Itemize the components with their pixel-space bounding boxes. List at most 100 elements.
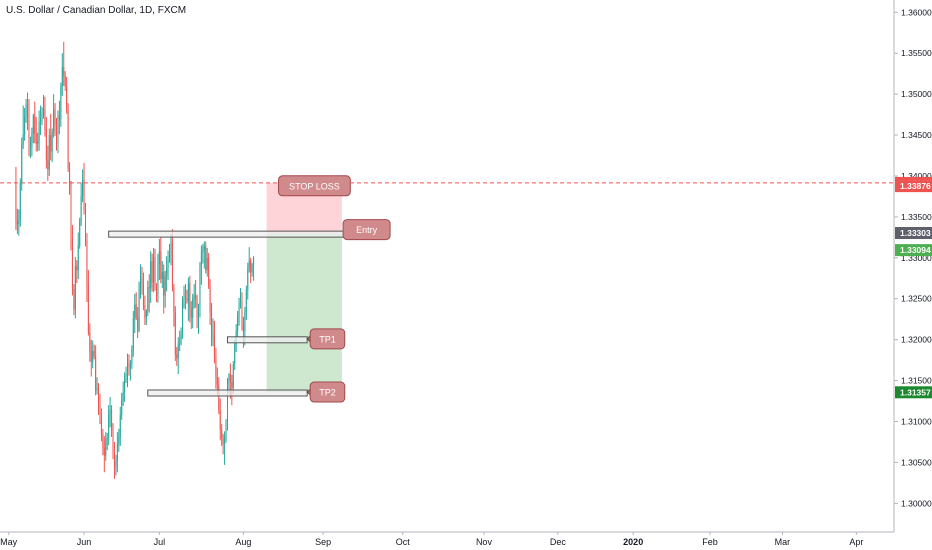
candle — [102, 428, 104, 456]
entry-box — [108, 230, 349, 238]
candle-body — [216, 377, 218, 385]
candle-body — [29, 147, 31, 149]
candle-body — [202, 249, 204, 253]
candle — [193, 284, 195, 309]
candle — [105, 432, 107, 461]
time-tick-label: Aug — [235, 537, 251, 547]
candle — [47, 145, 49, 181]
candle-body — [124, 379, 126, 393]
candle — [116, 432, 118, 473]
time-tick-label: Sep — [315, 537, 331, 547]
label-box — [309, 328, 346, 350]
time-tick-label: Nov — [476, 537, 493, 547]
candle-body — [205, 246, 207, 271]
candle — [200, 245, 202, 285]
candle — [86, 233, 88, 303]
candle-body — [145, 311, 147, 318]
candle-body — [180, 334, 182, 342]
time-tick-label: Dec — [550, 537, 567, 547]
time-tick-label: Oct — [396, 537, 411, 547]
candle — [151, 253, 153, 292]
take-profit-zone — [266, 233, 342, 393]
candle — [98, 383, 100, 415]
candle — [232, 360, 234, 394]
candle-body — [206, 257, 208, 271]
candle — [82, 169, 84, 203]
candle-body — [134, 304, 136, 319]
label-text: STOP LOSS — [289, 181, 340, 191]
candle — [170, 234, 172, 266]
candle — [169, 243, 171, 263]
candle-body — [47, 160, 49, 170]
price-tick-label: 1.36000 — [901, 7, 932, 17]
candle — [76, 260, 78, 284]
candle — [27, 92, 29, 131]
candle-body — [166, 268, 168, 276]
candle — [221, 423, 223, 447]
candle — [177, 337, 179, 375]
candle-body — [121, 400, 123, 415]
candle-body — [58, 115, 60, 120]
candle-body — [229, 374, 231, 382]
time-tick-label: 2020 — [623, 537, 643, 547]
candle-body — [45, 128, 47, 161]
candle-body — [50, 135, 52, 152]
price-tick-label: 1.34500 — [901, 130, 932, 140]
candle — [96, 377, 98, 395]
candle-body — [90, 351, 92, 362]
candle-body — [127, 363, 129, 375]
boxes-layer — [108, 230, 349, 397]
candle — [199, 261, 201, 318]
candle — [19, 178, 21, 227]
candle-body — [160, 251, 162, 280]
candle-body — [41, 115, 43, 119]
candle-body — [86, 240, 88, 285]
candle-body — [183, 292, 185, 300]
candle — [128, 354, 130, 376]
candles-layer — [15, 41, 255, 479]
candle-body — [135, 304, 137, 318]
candle — [40, 105, 42, 136]
candle-body — [247, 268, 249, 290]
candle-body — [253, 257, 255, 265]
candle-body — [64, 76, 66, 86]
candle-body — [237, 315, 239, 331]
candle-body — [99, 405, 101, 420]
candle-body — [157, 264, 159, 296]
candle — [64, 71, 66, 91]
candle-body — [234, 344, 236, 365]
price-tick-label: 1.35000 — [901, 89, 932, 99]
candle — [63, 41, 65, 86]
candle — [38, 110, 40, 151]
candle-body — [122, 392, 124, 401]
candle — [89, 323, 91, 362]
candle — [150, 251, 152, 303]
candle-body — [32, 115, 34, 134]
tp1-box — [226, 336, 308, 344]
candle-body — [164, 275, 166, 296]
candle — [129, 360, 131, 381]
candle-body — [63, 67, 65, 77]
price-tick-label: 1.31000 — [901, 417, 932, 427]
candle — [99, 393, 101, 424]
time-tick-label: May — [0, 537, 18, 547]
candle — [186, 289, 188, 304]
candle — [174, 306, 176, 361]
candle-body — [105, 440, 107, 456]
candle — [37, 132, 39, 152]
label-box — [309, 381, 346, 403]
candle — [56, 117, 58, 151]
tp2-label: TP2 — [306, 381, 346, 403]
time-axis[interactable]: May Jun Jul Aug Sep Oct Nov Dec 2020 Feb Mar Apr — [0, 531, 894, 547]
entry-price-badge: 1.33303 — [895, 227, 932, 240]
candle — [183, 285, 185, 309]
candle-body — [203, 246, 205, 250]
candle-body — [93, 351, 95, 357]
candle — [176, 347, 178, 366]
candle-body — [98, 388, 100, 406]
candle-body — [106, 437, 108, 441]
candle — [153, 247, 155, 293]
badge-text: 1.33303 — [900, 228, 931, 238]
price-axis[interactable]: 1.30000 1.30500 1.31000 1.31500 1.32000 1.325… — [893, 0, 932, 532]
